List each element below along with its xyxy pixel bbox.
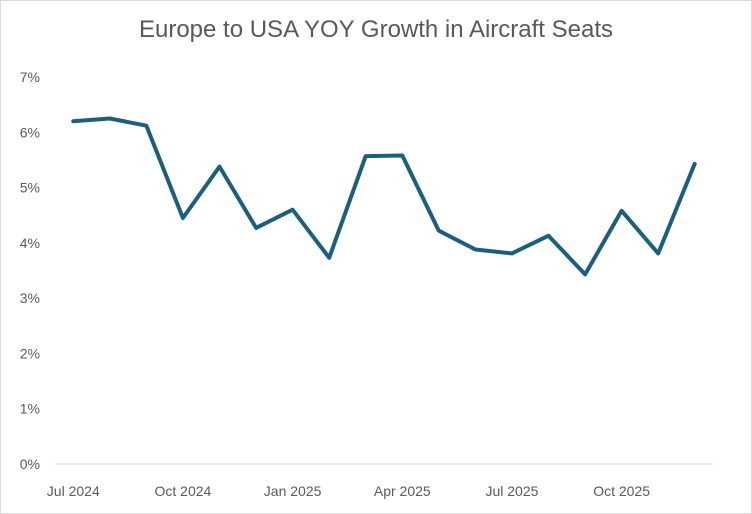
chart-title: Europe to USA YOY Growth in Aircraft Sea… bbox=[138, 16, 613, 43]
y-tick-label: 1% bbox=[20, 401, 40, 417]
y-tick-label: 5% bbox=[20, 180, 40, 196]
x-tick-label: Jul 2024 bbox=[47, 483, 100, 499]
y-tick-label: 0% bbox=[20, 456, 40, 472]
y-tick-label: 4% bbox=[20, 235, 40, 251]
x-tick-label: Jan 2025 bbox=[264, 483, 322, 499]
y-tick-label: 3% bbox=[20, 290, 40, 306]
x-tick-label: Apr 2025 bbox=[374, 483, 431, 499]
x-tick-label: Jul 2025 bbox=[485, 483, 538, 499]
x-tick-label: Oct 2025 bbox=[593, 483, 650, 499]
y-tick-label: 2% bbox=[20, 345, 40, 361]
series-line bbox=[71, 116, 697, 277]
y-tick-label: 7% bbox=[20, 69, 40, 85]
y-tick-label: 6% bbox=[20, 124, 40, 140]
x-tick-label: Oct 2024 bbox=[155, 483, 212, 499]
